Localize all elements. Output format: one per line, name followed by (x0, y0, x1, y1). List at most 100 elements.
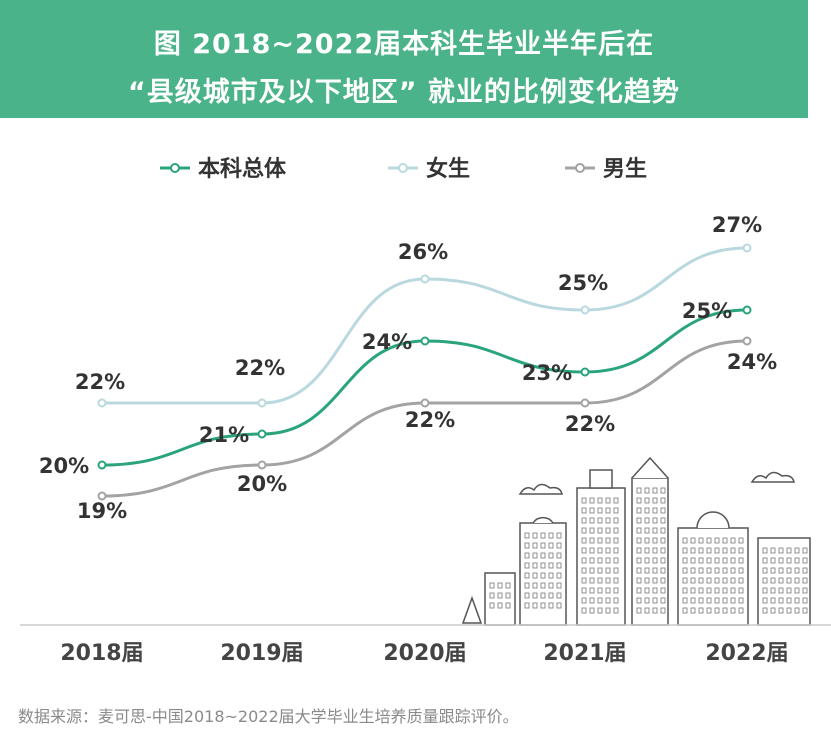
building-window (489, 592, 495, 599)
building-window (589, 597, 595, 604)
data-label: 20% (237, 472, 287, 496)
building-window (540, 582, 546, 589)
building-window (706, 547, 712, 554)
building-window (524, 602, 530, 609)
building-window (556, 552, 562, 559)
building-window (581, 537, 587, 544)
data-label: 22% (75, 370, 125, 394)
data-label: 24% (362, 330, 412, 354)
building-window (636, 567, 642, 574)
data-point (97, 491, 107, 501)
building-window (652, 597, 658, 604)
data-point (257, 460, 267, 470)
x-axis: 2018届 2019届 2020届 2021届 2022届 (20, 624, 831, 666)
building-window (644, 547, 650, 554)
city-skyline-illustration (461, 456, 811, 626)
building-window (644, 517, 650, 524)
building-window (556, 562, 562, 569)
legend-item-1: 本科总体 (160, 156, 287, 182)
building-window (652, 527, 658, 534)
building-window (706, 537, 712, 544)
data-point (580, 305, 590, 315)
building-window (597, 597, 603, 604)
data-point (97, 460, 107, 470)
building-window (706, 567, 712, 574)
cloud (750, 471, 795, 483)
building-window (497, 582, 503, 589)
building-window (770, 587, 776, 594)
data-label: 22% (235, 356, 285, 380)
data-point (580, 398, 590, 408)
building-window (644, 507, 650, 514)
building-window (605, 527, 611, 534)
building-window (762, 597, 768, 604)
building-window (597, 577, 603, 584)
building-window (636, 537, 642, 544)
building-window (778, 587, 784, 594)
building-window (706, 577, 712, 584)
legend-item-3: 男生 (565, 157, 647, 182)
building-window (613, 497, 619, 504)
building-window (660, 517, 666, 524)
building-window (762, 557, 768, 564)
building-window (581, 517, 587, 524)
building-window (581, 577, 587, 584)
building-window (652, 507, 658, 514)
building-window (605, 577, 611, 584)
building-window (698, 577, 704, 584)
building-window (714, 587, 720, 594)
building-window (698, 607, 704, 614)
building-window (794, 577, 800, 584)
building-window (690, 557, 696, 564)
x-tick-label: 2021届 (543, 641, 626, 666)
building-window (540, 602, 546, 609)
building-window (770, 577, 776, 584)
building-window (597, 527, 603, 534)
building-window (540, 532, 546, 539)
building-window (682, 557, 688, 564)
building-window (652, 537, 658, 544)
title-banner: 图 2018~2022届本科生毕业半年后在 “县级城市及以下地区” 就业的比例变… (0, 0, 808, 118)
building-window (644, 567, 650, 574)
building-window (644, 487, 650, 494)
building-window (682, 537, 688, 544)
legend-item-2: 女生 (388, 156, 470, 182)
building-window (581, 557, 587, 564)
chart-title-line-2: “县级城市及以下地区” 就业的比例变化趋势 (128, 77, 680, 108)
building-window (770, 547, 776, 554)
building-window (802, 557, 808, 564)
building-window (548, 542, 554, 549)
building-window (698, 597, 704, 604)
building-window (589, 537, 595, 544)
building-window (636, 577, 642, 584)
building-window (652, 487, 658, 494)
building-window (652, 497, 658, 504)
building-window (778, 557, 784, 564)
legend-marker-2 (398, 163, 408, 173)
building-window (738, 607, 744, 614)
building-window (605, 497, 611, 504)
building-window (690, 577, 696, 584)
data-point (97, 398, 107, 408)
building-window (636, 517, 642, 524)
building-window (690, 567, 696, 574)
building-window (597, 517, 603, 524)
building-window (730, 557, 736, 564)
building-window (660, 487, 666, 494)
building-window (532, 572, 538, 579)
building-window (548, 592, 554, 599)
building-window (660, 527, 666, 534)
building-window (706, 587, 712, 594)
building-window (690, 597, 696, 604)
x-tick-label: 2019届 (220, 641, 303, 666)
building-window (548, 572, 554, 579)
building-window (605, 517, 611, 524)
data-label: 19% (77, 499, 127, 523)
building-window (524, 582, 530, 589)
building-window (532, 552, 538, 559)
building-window (636, 487, 642, 494)
building-6 (757, 537, 811, 626)
building-window (714, 547, 720, 554)
building-window (581, 497, 587, 504)
building-window (786, 587, 792, 594)
